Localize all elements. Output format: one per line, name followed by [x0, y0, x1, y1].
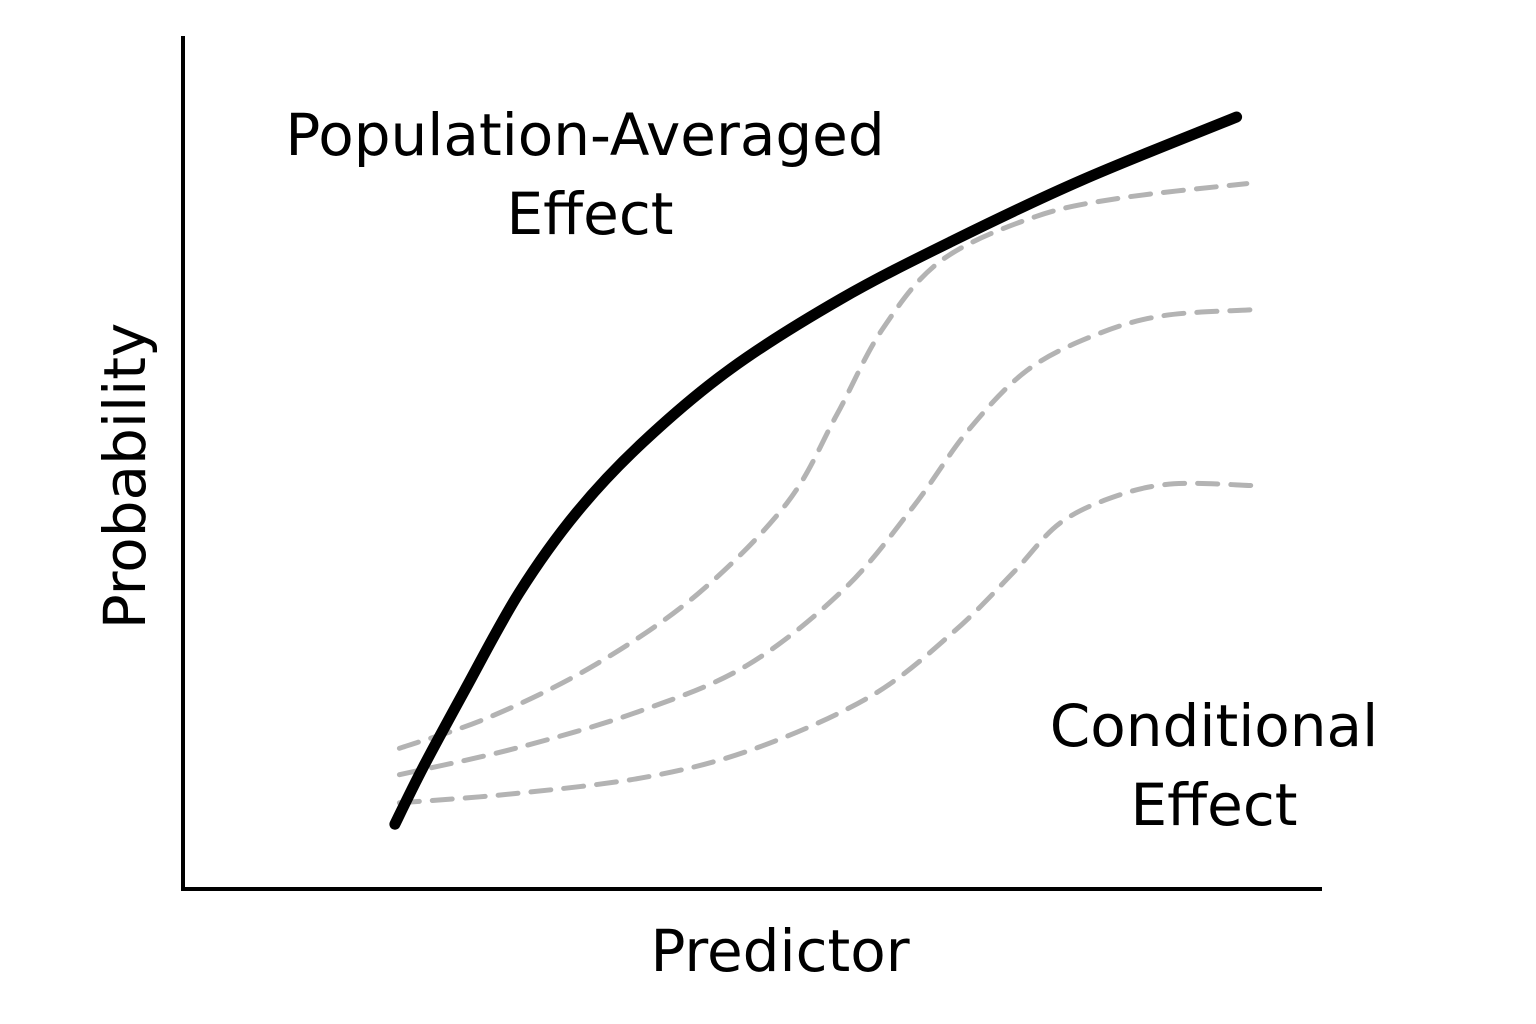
series-line-conditional-lower [396, 480, 1254, 806]
annotation-population-line-1: Population-Averaged [285, 101, 884, 169]
series-line-conditional-middle [396, 307, 1254, 778]
x-axis-label: Predictor [650, 917, 909, 985]
series-line-conditional-upper [396, 181, 1250, 751]
y-axis-label: Probability [91, 323, 159, 630]
axes [181, 36, 1322, 891]
series-layer [389, 111, 1254, 830]
annotation-conditional-line-2: Effect [1131, 771, 1298, 839]
series-line-population-averaged [389, 111, 1243, 830]
annotation-population-line-2: Effect [507, 180, 674, 248]
annotation-conditional-line-1: Conditional [1050, 692, 1378, 760]
